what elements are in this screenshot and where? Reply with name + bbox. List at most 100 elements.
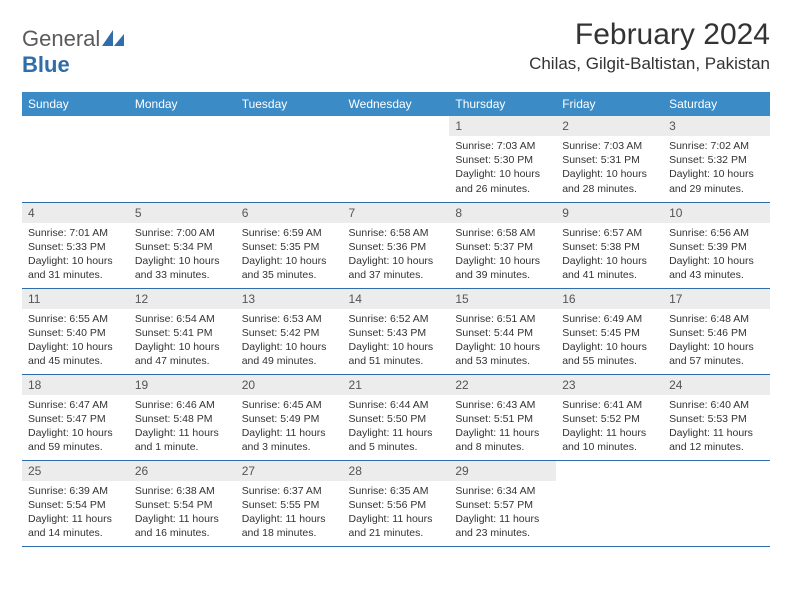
header: General Blue February 2024 Chilas, Gilgi…: [22, 18, 770, 78]
sunrise-text: Sunrise: 7:03 AM: [455, 139, 550, 153]
day-number: 22: [449, 375, 556, 395]
calendar-cell: 15Sunrise: 6:51 AMSunset: 5:44 PMDayligh…: [449, 288, 556, 374]
day-number: 21: [343, 375, 450, 395]
day-details: Sunrise: 6:58 AMSunset: 5:37 PMDaylight:…: [449, 223, 556, 287]
day-details: Sunrise: 6:52 AMSunset: 5:43 PMDaylight:…: [343, 309, 450, 373]
daylight-text: Daylight: 11 hours and 23 minutes.: [455, 512, 550, 540]
logo-word2: Blue: [22, 52, 70, 77]
calendar-cell: 22Sunrise: 6:43 AMSunset: 5:51 PMDayligh…: [449, 374, 556, 460]
calendar-week: 1Sunrise: 7:03 AMSunset: 5:30 PMDaylight…: [22, 116, 770, 202]
sunrise-text: Sunrise: 6:45 AM: [242, 398, 337, 412]
day-number: 5: [129, 203, 236, 223]
calendar-cell: 11Sunrise: 6:55 AMSunset: 5:40 PMDayligh…: [22, 288, 129, 374]
daylight-text: Daylight: 10 hours and 33 minutes.: [135, 254, 230, 282]
sunset-text: Sunset: 5:34 PM: [135, 240, 230, 254]
calendar-cell: 10Sunrise: 6:56 AMSunset: 5:39 PMDayligh…: [663, 202, 770, 288]
sunrise-text: Sunrise: 6:58 AM: [349, 226, 444, 240]
sunset-text: Sunset: 5:46 PM: [669, 326, 764, 340]
day-number: 27: [236, 461, 343, 481]
sunrise-text: Sunrise: 6:46 AM: [135, 398, 230, 412]
day-number: 3: [663, 116, 770, 136]
sunrise-text: Sunrise: 6:49 AM: [562, 312, 657, 326]
sunset-text: Sunset: 5:45 PM: [562, 326, 657, 340]
calendar-cell: 8Sunrise: 6:58 AMSunset: 5:37 PMDaylight…: [449, 202, 556, 288]
day-number: 17: [663, 289, 770, 309]
calendar-cell: 25Sunrise: 6:39 AMSunset: 5:54 PMDayligh…: [22, 460, 129, 546]
calendar-week: 18Sunrise: 6:47 AMSunset: 5:47 PMDayligh…: [22, 374, 770, 460]
calendar-cell: 16Sunrise: 6:49 AMSunset: 5:45 PMDayligh…: [556, 288, 663, 374]
day-number: 10: [663, 203, 770, 223]
day-header: Wednesday: [343, 92, 450, 116]
sunset-text: Sunset: 5:33 PM: [28, 240, 123, 254]
day-number: 2: [556, 116, 663, 136]
calendar-cell: 23Sunrise: 6:41 AMSunset: 5:52 PMDayligh…: [556, 374, 663, 460]
day-header: Tuesday: [236, 92, 343, 116]
day-number: 28: [343, 461, 450, 481]
sunset-text: Sunset: 5:39 PM: [669, 240, 764, 254]
day-header: Sunday: [22, 92, 129, 116]
sunset-text: Sunset: 5:43 PM: [349, 326, 444, 340]
sunset-text: Sunset: 5:54 PM: [28, 498, 123, 512]
day-number: [663, 461, 770, 479]
day-details: Sunrise: 6:46 AMSunset: 5:48 PMDaylight:…: [129, 395, 236, 459]
calendar-cell: 7Sunrise: 6:58 AMSunset: 5:36 PMDaylight…: [343, 202, 450, 288]
sunset-text: Sunset: 5:40 PM: [28, 326, 123, 340]
calendar-cell: 27Sunrise: 6:37 AMSunset: 5:55 PMDayligh…: [236, 460, 343, 546]
day-details: Sunrise: 7:03 AMSunset: 5:30 PMDaylight:…: [449, 136, 556, 200]
calendar-cell: 21Sunrise: 6:44 AMSunset: 5:50 PMDayligh…: [343, 374, 450, 460]
calendar-cell: 18Sunrise: 6:47 AMSunset: 5:47 PMDayligh…: [22, 374, 129, 460]
calendar-cell: 13Sunrise: 6:53 AMSunset: 5:42 PMDayligh…: [236, 288, 343, 374]
daylight-text: Daylight: 10 hours and 59 minutes.: [28, 426, 123, 454]
day-details: Sunrise: 6:43 AMSunset: 5:51 PMDaylight:…: [449, 395, 556, 459]
calendar-week: 25Sunrise: 6:39 AMSunset: 5:54 PMDayligh…: [22, 460, 770, 546]
day-number: [129, 116, 236, 134]
calendar-cell: 6Sunrise: 6:59 AMSunset: 5:35 PMDaylight…: [236, 202, 343, 288]
sunset-text: Sunset: 5:49 PM: [242, 412, 337, 426]
day-number: 14: [343, 289, 450, 309]
daylight-text: Daylight: 10 hours and 29 minutes.: [669, 167, 764, 195]
sunrise-text: Sunrise: 6:35 AM: [349, 484, 444, 498]
day-number: 18: [22, 375, 129, 395]
day-details: Sunrise: 6:35 AMSunset: 5:56 PMDaylight:…: [343, 481, 450, 545]
day-details: Sunrise: 7:00 AMSunset: 5:34 PMDaylight:…: [129, 223, 236, 287]
day-number: 1: [449, 116, 556, 136]
day-number: 9: [556, 203, 663, 223]
day-number: 12: [129, 289, 236, 309]
sunrise-text: Sunrise: 6:54 AM: [135, 312, 230, 326]
daylight-text: Daylight: 10 hours and 53 minutes.: [455, 340, 550, 368]
sunrise-text: Sunrise: 6:37 AM: [242, 484, 337, 498]
daylight-text: Daylight: 11 hours and 5 minutes.: [349, 426, 444, 454]
day-header-row: SundayMondayTuesdayWednesdayThursdayFrid…: [22, 92, 770, 116]
calendar-week: 11Sunrise: 6:55 AMSunset: 5:40 PMDayligh…: [22, 288, 770, 374]
day-details: Sunrise: 6:58 AMSunset: 5:36 PMDaylight:…: [343, 223, 450, 287]
calendar-cell: 1Sunrise: 7:03 AMSunset: 5:30 PMDaylight…: [449, 116, 556, 202]
day-number: [343, 116, 450, 134]
sunrise-text: Sunrise: 6:56 AM: [669, 226, 764, 240]
sunrise-text: Sunrise: 6:43 AM: [455, 398, 550, 412]
sunset-text: Sunset: 5:54 PM: [135, 498, 230, 512]
daylight-text: Daylight: 11 hours and 18 minutes.: [242, 512, 337, 540]
daylight-text: Daylight: 11 hours and 14 minutes.: [28, 512, 123, 540]
day-header: Saturday: [663, 92, 770, 116]
day-details: Sunrise: 6:38 AMSunset: 5:54 PMDaylight:…: [129, 481, 236, 545]
daylight-text: Daylight: 11 hours and 8 minutes.: [455, 426, 550, 454]
daylight-text: Daylight: 10 hours and 55 minutes.: [562, 340, 657, 368]
day-header: Friday: [556, 92, 663, 116]
sunset-text: Sunset: 5:55 PM: [242, 498, 337, 512]
calendar-cell: 19Sunrise: 6:46 AMSunset: 5:48 PMDayligh…: [129, 374, 236, 460]
day-number: 4: [22, 203, 129, 223]
day-details: Sunrise: 6:56 AMSunset: 5:39 PMDaylight:…: [663, 223, 770, 287]
day-details: Sunrise: 6:39 AMSunset: 5:54 PMDaylight:…: [22, 481, 129, 545]
sunrise-text: Sunrise: 6:57 AM: [562, 226, 657, 240]
calendar-cell: [343, 116, 450, 202]
sunset-text: Sunset: 5:44 PM: [455, 326, 550, 340]
sunset-text: Sunset: 5:48 PM: [135, 412, 230, 426]
calendar-cell: 26Sunrise: 6:38 AMSunset: 5:54 PMDayligh…: [129, 460, 236, 546]
daylight-text: Daylight: 10 hours and 26 minutes.: [455, 167, 550, 195]
sunrise-text: Sunrise: 6:40 AM: [669, 398, 764, 412]
day-details: Sunrise: 6:40 AMSunset: 5:53 PMDaylight:…: [663, 395, 770, 459]
day-details: Sunrise: 6:37 AMSunset: 5:55 PMDaylight:…: [236, 481, 343, 545]
day-number: 8: [449, 203, 556, 223]
calendar-cell: 14Sunrise: 6:52 AMSunset: 5:43 PMDayligh…: [343, 288, 450, 374]
sunrise-text: Sunrise: 7:00 AM: [135, 226, 230, 240]
